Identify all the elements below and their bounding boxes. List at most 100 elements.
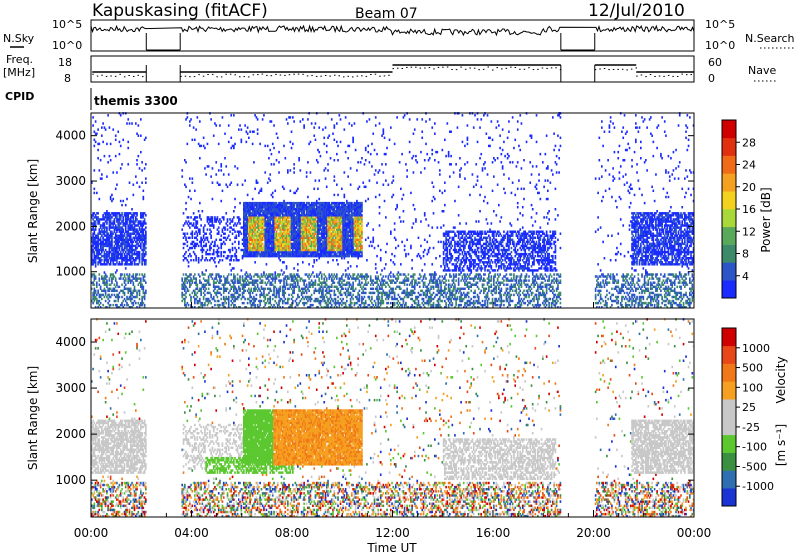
power-cell (91, 263, 93, 266)
power-cell (140, 236, 142, 240)
power-cell (103, 277, 106, 280)
nave-point (649, 74, 652, 75)
power-cell (264, 295, 267, 299)
power-cell (293, 120, 295, 123)
power-cell (106, 226, 108, 229)
power-cell (122, 228, 125, 231)
power-cell (123, 275, 126, 278)
power-cell (94, 259, 97, 262)
power-cell (113, 240, 116, 244)
power-cell (142, 301, 145, 305)
power-cell (216, 295, 219, 299)
power-cell (108, 234, 111, 237)
power-cell (102, 289, 104, 293)
power-cell (227, 254, 230, 258)
nave-point (487, 66, 489, 68)
power-cell (205, 173, 207, 176)
power-cell (140, 301, 142, 305)
power-cell (126, 246, 128, 250)
power-cell (137, 254, 140, 258)
power-cell (186, 232, 189, 235)
power-cell (118, 263, 121, 266)
power-cell (112, 263, 115, 266)
power-cell (135, 252, 137, 256)
power-cell (182, 273, 185, 276)
nave-point (686, 74, 688, 76)
power-cell (99, 285, 102, 289)
power-cell (211, 220, 214, 223)
power-cell (107, 254, 109, 258)
power-cell (136, 228, 138, 231)
power-cell (104, 306, 107, 309)
nave-tick-bottom: 0 (708, 72, 715, 85)
power-cell (220, 279, 223, 282)
power-cell (93, 224, 96, 227)
power-cell (102, 293, 104, 297)
power-cell (124, 203, 127, 207)
power-cell (259, 301, 261, 305)
power-cell (103, 224, 106, 227)
power-cell (323, 295, 326, 299)
power-cell (113, 230, 116, 233)
power-cell (318, 197, 321, 201)
nave-point (676, 76, 679, 77)
power-cell (108, 216, 111, 219)
power-cell (318, 257, 321, 260)
power-cell (106, 236, 108, 240)
power-cell (127, 118, 130, 121)
nave-point (519, 68, 521, 70)
power-cell (141, 303, 143, 307)
power-cell (111, 257, 113, 260)
power-cell (127, 248, 130, 252)
power-cell (91, 236, 93, 240)
power-cell (128, 234, 131, 237)
power-cell (145, 250, 147, 254)
power-cell (99, 218, 102, 221)
power-cell (235, 254, 238, 258)
power-cell (256, 303, 259, 307)
nave-point (352, 76, 354, 78)
power-cell (107, 242, 109, 246)
power-cell (342, 273, 344, 276)
nave-point (464, 68, 467, 70)
power-cell (132, 240, 135, 244)
power-cell (103, 279, 106, 282)
power-cell (126, 257, 128, 260)
power-cell (112, 259, 115, 262)
power-cell (92, 248, 94, 252)
power-cell (132, 248, 135, 252)
power-cell (231, 246, 234, 250)
power-cell (304, 279, 307, 282)
power-cell (222, 254, 225, 258)
power-cell (114, 240, 117, 244)
power-cell (122, 218, 125, 221)
power-cell (109, 240, 112, 244)
power-cell (141, 238, 143, 242)
power-cell (143, 254, 146, 258)
power-cell (117, 250, 120, 254)
power-cell (191, 230, 194, 233)
power-cell (114, 234, 117, 237)
power-cell (136, 279, 138, 282)
power-cell (98, 222, 101, 225)
power-cell (109, 261, 112, 264)
power-cell (222, 301, 225, 305)
power-cell (207, 165, 210, 168)
power-cell (118, 257, 121, 260)
power-cell (128, 279, 131, 282)
power-cell (106, 254, 108, 258)
power-cell (318, 291, 321, 295)
power-cell (138, 303, 141, 307)
power-cell (131, 238, 133, 242)
power-cell (285, 267, 288, 270)
power-cell (137, 277, 140, 280)
power-cell (226, 224, 229, 227)
power-cell (132, 228, 135, 231)
power-cell (127, 163, 130, 166)
power-cell (136, 218, 138, 221)
power-cell (196, 238, 199, 242)
power-cell (132, 230, 135, 233)
power-cell (255, 297, 258, 301)
power-cell (131, 306, 133, 309)
power-cell (219, 183, 221, 186)
